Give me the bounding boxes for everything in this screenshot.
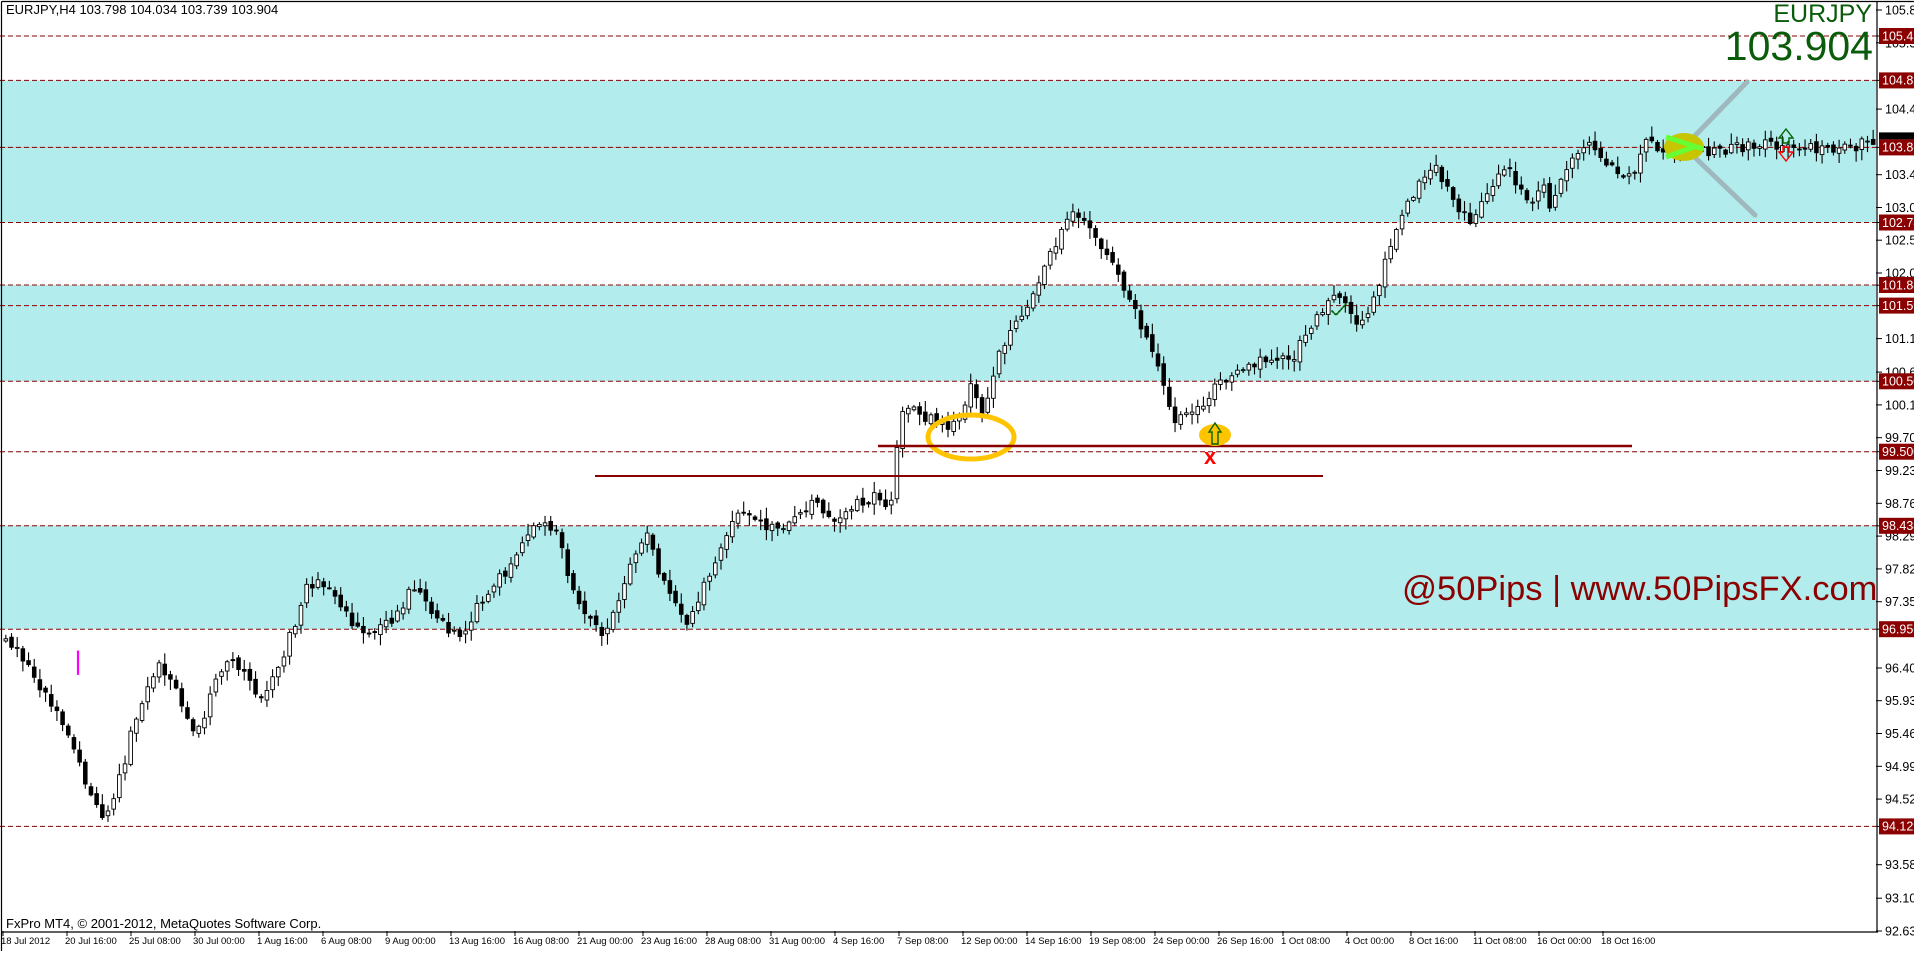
- svg-text:x: x: [1204, 444, 1217, 469]
- svg-text:31 Aug 00:00: 31 Aug 00:00: [769, 936, 825, 947]
- svg-text:EURJPY,H4 103.798 104.034 103: EURJPY,H4 103.798 104.034 103.739 103.90…: [6, 2, 278, 17]
- svg-text:23 Aug 16:00: 23 Aug 16:00: [641, 936, 697, 947]
- svg-text:103.470: 103.470: [1885, 168, 1914, 182]
- svg-text:98.760: 98.760: [1885, 497, 1914, 511]
- svg-text:98.438: 98.438: [1882, 519, 1914, 533]
- svg-text:14 Sep 16:00: 14 Sep 16:00: [1025, 936, 1082, 947]
- svg-text:104.410: 104.410: [1885, 103, 1914, 117]
- svg-text:103.861: 103.861: [1882, 141, 1914, 155]
- svg-text:101.888: 101.888: [1882, 278, 1914, 292]
- svg-text:105.830: 105.830: [1885, 4, 1914, 18]
- svg-text:99.230: 99.230: [1885, 464, 1914, 478]
- svg-text:97.820: 97.820: [1885, 562, 1914, 576]
- svg-text:18 Oct 16:00: 18 Oct 16:00: [1601, 936, 1655, 947]
- svg-text:12 Sep 00:00: 12 Sep 00:00: [961, 936, 1018, 947]
- svg-text:4 Sep 16:00: 4 Sep 16:00: [833, 936, 884, 947]
- svg-text:99.500: 99.500: [1882, 445, 1914, 459]
- svg-text:16 Oct 00:00: 16 Oct 00:00: [1537, 936, 1591, 947]
- svg-text:9 Aug 00:00: 9 Aug 00:00: [385, 936, 436, 947]
- svg-text:18 Jul 2012: 18 Jul 2012: [1, 936, 50, 947]
- svg-text:102.785: 102.785: [1882, 216, 1914, 230]
- svg-text:95.930: 95.930: [1885, 694, 1914, 708]
- svg-text:93.100: 93.100: [1885, 892, 1914, 906]
- svg-text:FxPro MT4, © 2001-2012, MetaQu: FxPro MT4, © 2001-2012, MetaQuotes Softw…: [6, 916, 321, 931]
- svg-text:95.460: 95.460: [1885, 727, 1914, 741]
- svg-text:94.520: 94.520: [1885, 793, 1914, 807]
- svg-text:99.700: 99.700: [1885, 431, 1914, 445]
- svg-text:94.129: 94.129: [1882, 820, 1914, 834]
- svg-text:11 Oct 08:00: 11 Oct 08:00: [1473, 936, 1527, 947]
- svg-text:105.457: 105.457: [1882, 29, 1914, 43]
- svg-text:@50Pips | www.50PipsFX.com: @50Pips | www.50PipsFX.com: [1402, 570, 1877, 608]
- svg-text:97.350: 97.350: [1885, 595, 1914, 609]
- svg-text:103.904: 103.904: [1725, 23, 1873, 69]
- svg-text:19 Sep 08:00: 19 Sep 08:00: [1089, 936, 1146, 947]
- svg-text:92.630: 92.630: [1885, 925, 1914, 939]
- svg-text:93.580: 93.580: [1885, 858, 1914, 872]
- svg-text:96.400: 96.400: [1885, 662, 1914, 676]
- svg-text:1 Oct 08:00: 1 Oct 08:00: [1281, 936, 1330, 947]
- svg-text:103.000: 103.000: [1885, 201, 1914, 215]
- svg-text:7 Sep 08:00: 7 Sep 08:00: [897, 936, 948, 947]
- svg-text:100.170: 100.170: [1885, 398, 1914, 412]
- svg-text:16 Aug 08:00: 16 Aug 08:00: [513, 936, 569, 947]
- svg-text:101.120: 101.120: [1885, 332, 1914, 346]
- svg-text:101.593: 101.593: [1882, 299, 1914, 313]
- svg-text:8 Oct 16:00: 8 Oct 16:00: [1409, 936, 1458, 947]
- svg-text:30 Jul 00:00: 30 Jul 00:00: [193, 936, 245, 947]
- svg-text:6 Aug 08:00: 6 Aug 08:00: [321, 936, 372, 947]
- svg-text:96.956: 96.956: [1882, 623, 1914, 637]
- svg-text:1 Aug 16:00: 1 Aug 16:00: [257, 936, 308, 947]
- svg-text:20 Jul 16:00: 20 Jul 16:00: [65, 936, 117, 947]
- svg-text:24 Sep 00:00: 24 Sep 00:00: [1153, 936, 1210, 947]
- svg-text:13 Aug 16:00: 13 Aug 16:00: [449, 936, 505, 947]
- svg-text:102.530: 102.530: [1885, 234, 1914, 248]
- svg-text:100.509: 100.509: [1882, 375, 1914, 389]
- svg-text:26 Sep 16:00: 26 Sep 16:00: [1217, 936, 1274, 947]
- svg-text:21 Aug 00:00: 21 Aug 00:00: [577, 936, 633, 947]
- svg-text:4 Oct 00:00: 4 Oct 00:00: [1345, 936, 1394, 947]
- svg-text:104.821: 104.821: [1882, 74, 1914, 88]
- svg-text:25 Jul 08:00: 25 Jul 08:00: [129, 936, 181, 947]
- svg-text:28 Aug 08:00: 28 Aug 08:00: [705, 936, 761, 947]
- svg-text:94.990: 94.990: [1885, 760, 1914, 774]
